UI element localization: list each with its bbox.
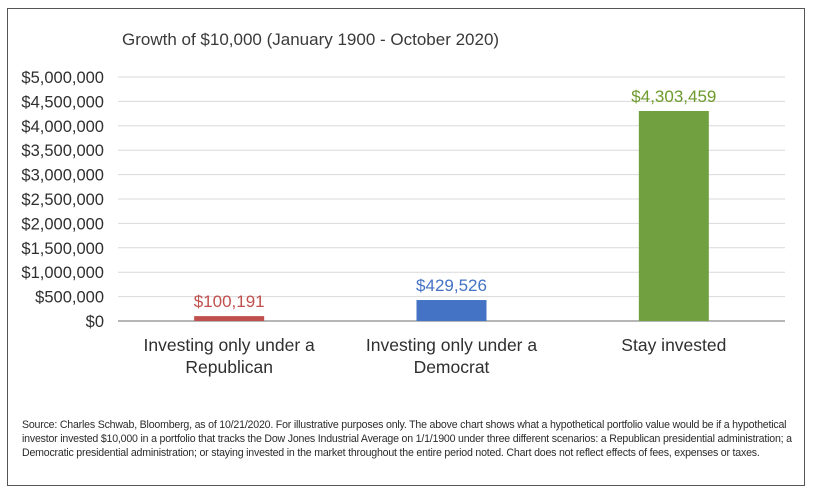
data-label: $100,191 bbox=[194, 292, 265, 311]
y-tick-label: $2,000,000 bbox=[21, 215, 104, 233]
x-tick-label: Republican bbox=[185, 357, 273, 377]
x-tick-label: Investing only under a bbox=[144, 335, 315, 355]
data-label: $429,526 bbox=[416, 276, 487, 295]
bar bbox=[638, 110, 709, 321]
chart-title: Growth of $10,000 (January 1900 - Octobe… bbox=[122, 30, 500, 49]
bar bbox=[194, 316, 265, 321]
y-tick-label: $1,500,000 bbox=[21, 240, 104, 258]
source-note: Source: Charles Schwab, Bloomberg, as of… bbox=[22, 419, 792, 459]
y-tick-label: $4,500,000 bbox=[21, 93, 104, 111]
y-tick-label: $3,000,000 bbox=[21, 167, 104, 185]
x-tick-label: Democrat bbox=[414, 357, 490, 377]
data-label: $4,303,459 bbox=[631, 87, 716, 106]
x-tick-label: Stay invested bbox=[621, 335, 726, 355]
y-tick-label: $500,000 bbox=[35, 289, 104, 307]
x-tick-label: Investing only under a bbox=[366, 335, 537, 355]
bar-chart: $0 $500,000 $1,000,000 $1,500,000 $2,000,000… bbox=[21, 69, 785, 377]
y-tick-label: $4,000,000 bbox=[21, 118, 104, 136]
bar bbox=[416, 300, 487, 321]
y-tick-label: $5,000,000 bbox=[21, 69, 104, 87]
y-tick-label: $1,000,000 bbox=[21, 264, 104, 282]
y-tick-label: $2,500,000 bbox=[21, 191, 104, 209]
y-tick-label: $3,500,000 bbox=[21, 142, 104, 160]
y-tick-label: $0 bbox=[86, 313, 104, 331]
